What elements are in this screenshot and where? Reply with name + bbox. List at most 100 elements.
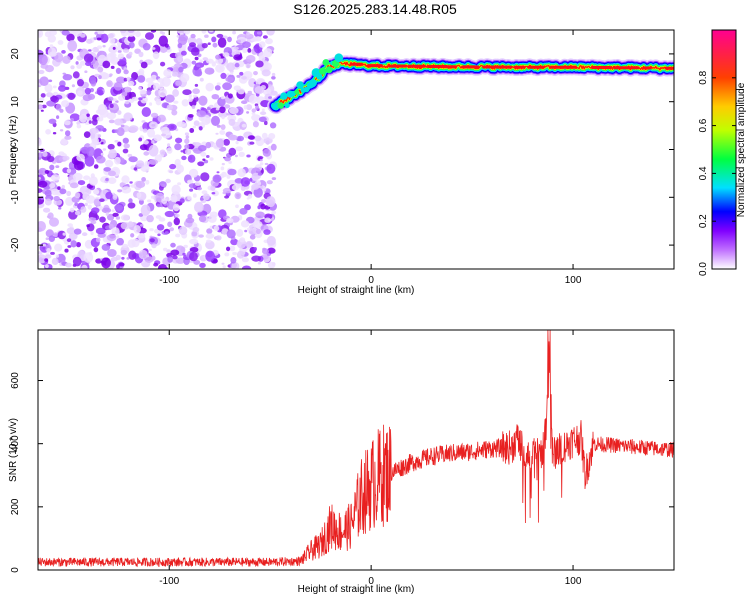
noise-blob	[108, 224, 114, 229]
noise-blob	[138, 137, 143, 142]
noise-blob	[62, 155, 70, 161]
noise-blob	[42, 246, 46, 250]
spectrogram-y-tick-label: 20	[10, 48, 21, 60]
noise-blob	[61, 50, 66, 54]
noise-blob	[159, 31, 164, 34]
noise-blob	[48, 118, 57, 125]
noise-blob	[148, 248, 152, 251]
noise-blob	[67, 40, 78, 52]
noise-blob	[157, 78, 164, 83]
noise-blob	[59, 188, 67, 195]
noise-blob	[61, 30, 70, 36]
noise-blob	[249, 234, 256, 240]
noise-blob	[124, 100, 130, 105]
noise-blob	[120, 249, 128, 256]
noise-blob	[256, 31, 262, 35]
noise-blob	[95, 61, 100, 66]
noise-blob	[91, 136, 100, 146]
noise-blob	[141, 107, 151, 117]
noise-blob	[219, 130, 226, 135]
noise-blob	[170, 242, 176, 248]
noise-blob	[262, 35, 268, 39]
noise-blob	[124, 86, 131, 93]
noise-blob	[189, 188, 194, 192]
noise-blob	[44, 189, 52, 197]
noise-blob	[174, 143, 182, 151]
noise-blob	[38, 30, 44, 38]
noise-blob	[205, 250, 215, 262]
noise-blob	[101, 207, 112, 214]
noise-blob	[204, 34, 209, 38]
noise-blob	[206, 155, 210, 158]
noise-blob	[188, 94, 192, 99]
noise-blob	[264, 162, 269, 166]
noise-blob	[158, 217, 166, 222]
noise-blob	[239, 237, 246, 243]
noise-blob	[58, 206, 62, 210]
noise-blob	[77, 180, 86, 186]
snr-frame	[37, 329, 675, 571]
noise-blob	[252, 220, 263, 229]
noise-blob	[246, 31, 250, 36]
noise-blob	[224, 195, 230, 199]
noise-blob	[191, 231, 198, 237]
noise-blob	[261, 108, 265, 112]
noise-blob	[215, 235, 222, 241]
noise-blob	[109, 52, 117, 59]
noise-blob	[122, 148, 129, 154]
noise-blob	[145, 179, 150, 185]
noise-blob	[237, 88, 245, 95]
noise-blob	[198, 145, 207, 152]
spectrogram-y-label: Frequency (Hz)	[8, 116, 19, 185]
noise-blob	[245, 104, 253, 111]
noise-blob	[175, 80, 182, 86]
noise-blob	[239, 71, 244, 76]
noise-blob	[251, 255, 262, 262]
spectrogram-y-tick-label: -20	[10, 237, 21, 252]
noise-blob	[193, 259, 201, 265]
noise-blob	[129, 181, 133, 184]
noise-blob	[87, 204, 92, 210]
noise-blob	[108, 170, 116, 177]
noise-blob	[157, 114, 166, 123]
noise-blob	[65, 262, 72, 268]
noise-blob	[142, 128, 148, 133]
noise-blob	[149, 238, 155, 243]
noise-blob	[135, 180, 146, 188]
noise-blob	[122, 48, 130, 53]
noise-blob	[38, 54, 48, 66]
noise-blob	[230, 71, 234, 76]
noise-blob	[138, 51, 144, 58]
noise-blob	[138, 86, 142, 90]
noise-blob	[62, 232, 67, 236]
noise-blob	[72, 172, 83, 181]
spectrogram-x-tick-label: -100	[159, 275, 179, 286]
spectrogram-y-tick-label: 10	[10, 96, 21, 108]
noise-blob	[38, 152, 43, 158]
noise-blob	[180, 150, 184, 153]
noise-blob	[103, 167, 111, 172]
noise-blob	[128, 156, 138, 163]
noise-blob	[120, 214, 130, 221]
noise-blob	[164, 210, 175, 218]
noise-blob	[151, 243, 157, 249]
noise-blob	[177, 43, 183, 49]
noise-blob	[61, 184, 65, 189]
colorbar-tick-label: 0.2	[698, 214, 709, 228]
noise-region	[38, 30, 278, 269]
noise-blob	[241, 76, 247, 80]
noise-blob	[190, 33, 196, 39]
noise-blob	[51, 188, 59, 196]
noise-blob	[271, 76, 276, 80]
noise-blob	[142, 43, 151, 51]
noise-blob	[170, 249, 180, 256]
noise-blob	[215, 64, 225, 73]
noise-blob	[175, 257, 185, 264]
noise-blob	[189, 238, 199, 245]
noise-blob	[212, 42, 218, 48]
noise-blob	[261, 199, 267, 203]
noise-blob	[42, 151, 48, 157]
noise-blob	[84, 155, 95, 167]
noise-blob	[85, 195, 96, 204]
noise-blob	[77, 90, 83, 96]
